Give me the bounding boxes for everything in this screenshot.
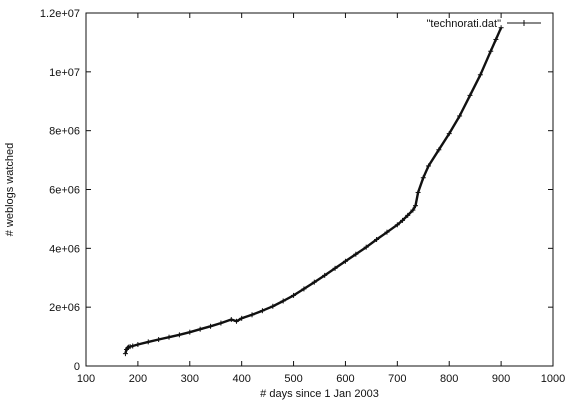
data-point bbox=[291, 292, 297, 298]
data-point bbox=[412, 203, 418, 209]
data-point bbox=[233, 318, 239, 324]
legend-marker bbox=[521, 20, 527, 26]
data-point bbox=[353, 251, 359, 257]
data-point bbox=[415, 189, 421, 195]
data-point bbox=[311, 279, 317, 285]
y-tick-label: 1e+07 bbox=[49, 67, 80, 79]
data-point bbox=[259, 308, 265, 314]
y-tick-label: 0 bbox=[74, 361, 80, 373]
data-point bbox=[197, 326, 203, 332]
plot-frame bbox=[85, 12, 554, 367]
series-layer bbox=[122, 25, 504, 357]
data-point bbox=[208, 323, 214, 329]
legend-label: "technorati.dat" bbox=[427, 18, 502, 30]
data-point bbox=[405, 212, 411, 218]
data-point bbox=[166, 334, 172, 340]
data-point bbox=[239, 315, 245, 321]
series-line bbox=[124, 27, 503, 354]
data-point bbox=[127, 344, 133, 350]
y-axis-title: # weblogs watched bbox=[4, 143, 16, 237]
data-point bbox=[228, 317, 234, 323]
data-point bbox=[270, 303, 276, 309]
data-point bbox=[477, 72, 483, 78]
x-tick-label: 500 bbox=[284, 373, 302, 385]
data-point bbox=[457, 113, 463, 119]
data-point bbox=[130, 343, 136, 349]
y-tick-label: 2e+06 bbox=[49, 302, 80, 314]
y-tick-label: 6e+06 bbox=[49, 185, 80, 197]
data-point bbox=[488, 48, 494, 54]
x-tick-label: 400 bbox=[232, 373, 250, 385]
x-tick-label: 800 bbox=[440, 373, 458, 385]
data-point bbox=[156, 337, 162, 343]
data-point bbox=[467, 92, 473, 98]
y-tick-label: 1.2e+07 bbox=[40, 8, 80, 20]
data-point bbox=[374, 237, 380, 243]
axis-tick-labels: 100 200 300 400 500 600 700 800 900 1000 0 2e+06 4e+… bbox=[40, 8, 565, 385]
data-point bbox=[145, 339, 151, 345]
x-axis-title: # days since 1 Jan 2003 bbox=[260, 388, 379, 400]
data-point bbox=[436, 147, 442, 153]
data-point bbox=[125, 345, 131, 351]
data-point bbox=[425, 163, 431, 169]
data-point bbox=[301, 286, 307, 292]
data-point bbox=[493, 36, 499, 42]
legend: "technorati.dat" bbox=[427, 18, 541, 30]
data-point bbox=[332, 265, 338, 271]
x-tick-label: 100 bbox=[77, 373, 95, 385]
x-tick-label: 200 bbox=[129, 373, 147, 385]
data-point bbox=[400, 217, 406, 223]
data-point bbox=[342, 258, 348, 264]
data-point bbox=[187, 329, 193, 335]
x-tick-label: 300 bbox=[181, 373, 199, 385]
data-point bbox=[410, 207, 416, 213]
data-point bbox=[322, 272, 328, 278]
data-point bbox=[176, 332, 182, 338]
data-point bbox=[122, 351, 128, 357]
data-point bbox=[420, 175, 426, 181]
axis-ticks bbox=[85, 12, 554, 367]
data-point bbox=[249, 312, 255, 318]
data-point bbox=[498, 25, 504, 31]
data-point bbox=[446, 131, 452, 137]
y-tick-label: 8e+06 bbox=[49, 126, 80, 138]
data-point bbox=[363, 244, 369, 250]
data-point bbox=[384, 229, 390, 235]
y-tick-label: 4e+06 bbox=[49, 243, 80, 255]
x-tick-label: 700 bbox=[388, 373, 406, 385]
data-point bbox=[280, 298, 286, 304]
data-point bbox=[135, 342, 141, 348]
data-point bbox=[218, 320, 224, 326]
data-point bbox=[394, 222, 400, 228]
x-tick-label: 900 bbox=[492, 373, 510, 385]
x-tick-label: 600 bbox=[336, 373, 354, 385]
x-tick-label: 1000 bbox=[541, 373, 565, 385]
